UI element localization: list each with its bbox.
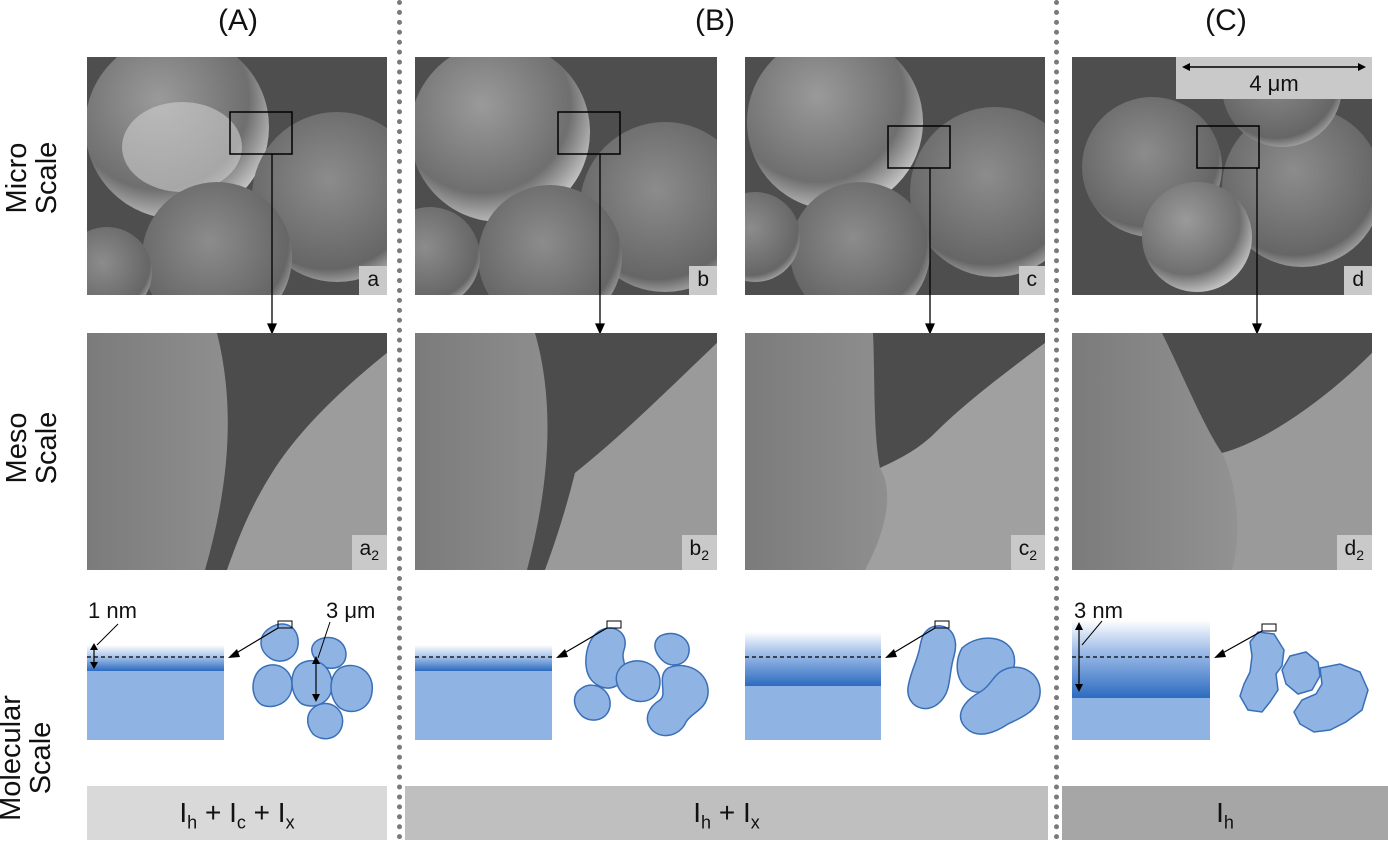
layer-block-b2 [745, 632, 881, 740]
phase-b-s2: x [750, 812, 760, 833]
sem-meso-a2-svg [87, 333, 387, 570]
particles-c [1239, 631, 1369, 733]
sem-image-b2: b2 [415, 333, 717, 570]
panel-tag-b: b [689, 266, 717, 295]
column-label-a: (A) [218, 4, 258, 37]
phase-a-s2: c [236, 812, 246, 833]
sem-image-a: a [87, 57, 387, 295]
phase-a-s1: h [187, 812, 198, 833]
particles-a [252, 623, 373, 740]
sem-micro-b-svg [415, 57, 717, 295]
column-label-c: (C) [1205, 4, 1247, 37]
divider-bc [1054, 0, 1059, 840]
particles-b2 [907, 625, 1041, 735]
phase-c-t1: I [1216, 797, 1224, 828]
sem-image-c2: c2 [745, 333, 1045, 570]
sem-micro-c-svg [745, 57, 1045, 295]
sem-micro-a-svg [87, 57, 387, 295]
phase-c-s1: h [1223, 812, 1234, 833]
scale-bar-label: 4 μm [1249, 71, 1299, 96]
phase-b-s1: h [701, 812, 712, 833]
phase-bar-c: Ih [1062, 786, 1388, 840]
phase-bar-b: Ih + Ix [405, 786, 1048, 840]
column-label-b: (B) [695, 4, 735, 37]
panel-tag-d: d [1344, 266, 1372, 295]
panel-tag-a: a [359, 266, 387, 295]
panel-tag-d2: d2 [1336, 534, 1372, 570]
particles-b1 [573, 627, 709, 737]
layer-block-a [87, 623, 224, 740]
panel-tag-c2: c2 [1010, 534, 1045, 570]
phase-a-s3: x [285, 812, 295, 833]
particle-size-label-a: 3 μm [326, 598, 376, 623]
sem-meso-c2-svg [745, 333, 1045, 570]
scale-bar: 4 μm [1176, 57, 1372, 99]
phase-bar-a: Ih + Ic + Ix [87, 786, 387, 840]
sem-meso-b2-svg [415, 333, 717, 570]
sem-meso-d2-svg [1072, 333, 1372, 570]
phase-b-t1: I [693, 797, 702, 828]
panel-tag-a2: a2 [351, 534, 387, 570]
sem-image-d2: d2 [1072, 333, 1372, 570]
phase-a-p2: + I [245, 797, 286, 828]
thickness-label-a: 1 nm [88, 598, 137, 623]
layer-block-b1 [415, 645, 552, 740]
panel-tag-b2: b2 [681, 534, 717, 570]
panel-tag-c: c [1018, 266, 1045, 295]
sem-image-b: b [415, 57, 717, 295]
phase-a-p1: + I [197, 797, 237, 828]
scale-bar-arrow [1182, 63, 1366, 71]
phase-b-p1: + I [711, 797, 751, 828]
sem-image-d: 4 μm d [1072, 57, 1372, 295]
layer-block-c [1072, 620, 1210, 740]
divider-ab [397, 0, 402, 840]
sem-image-a2: a2 [87, 333, 387, 570]
phase-a-t1: I [179, 797, 188, 828]
thickness-label-c: 3 nm [1074, 598, 1123, 623]
sem-image-c: c [745, 57, 1045, 295]
